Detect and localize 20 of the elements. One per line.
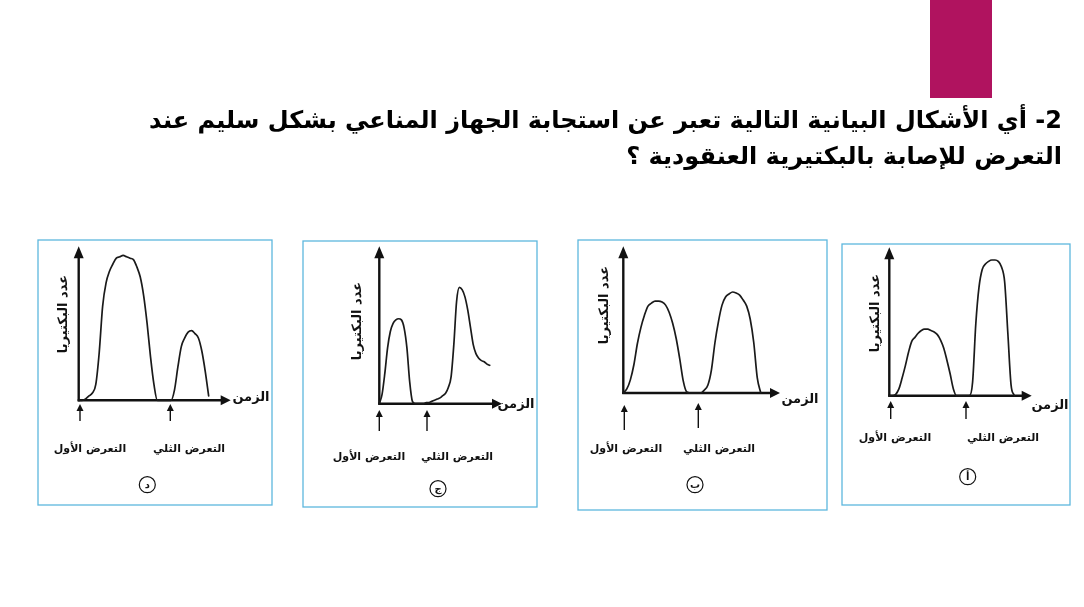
text: التعرض الثلي <box>152 441 226 455</box>
text: التعرض الأول <box>858 429 932 444</box>
text: التعرض الثلي <box>682 441 756 455</box>
x-axis-title: الزمن <box>497 395 535 411</box>
text: أ <box>965 470 970 483</box>
y-axis-title: عدد البكتيريا <box>348 281 364 361</box>
text: التعرض الثلي <box>966 430 1040 444</box>
text: ج <box>434 483 443 496</box>
text: 2- أي الأشكال البيانية التالية تعبر عن استجابة الجهاز المناعي بشكل سليم عند التعرض للإصابة بالبكتيرية العنقودية ؟ <box>148 103 1062 172</box>
y-axis-title: عدد البكتيريا <box>595 265 611 345</box>
y-axis-title: عدد البكتيريا <box>866 273 882 353</box>
text: التعرض الثلي <box>420 449 494 463</box>
text: التعرض الأول <box>332 448 406 463</box>
text: التعرض الأول <box>589 440 663 455</box>
x-axis-title: الزمن <box>232 388 270 404</box>
text: د <box>144 479 150 491</box>
x-axis-title: الزمن <box>1031 396 1069 412</box>
text: التعرض الأول <box>53 440 127 455</box>
x-axis-title: الزمن <box>781 390 819 406</box>
y-axis-title: عدد البكتيريا <box>54 274 70 354</box>
